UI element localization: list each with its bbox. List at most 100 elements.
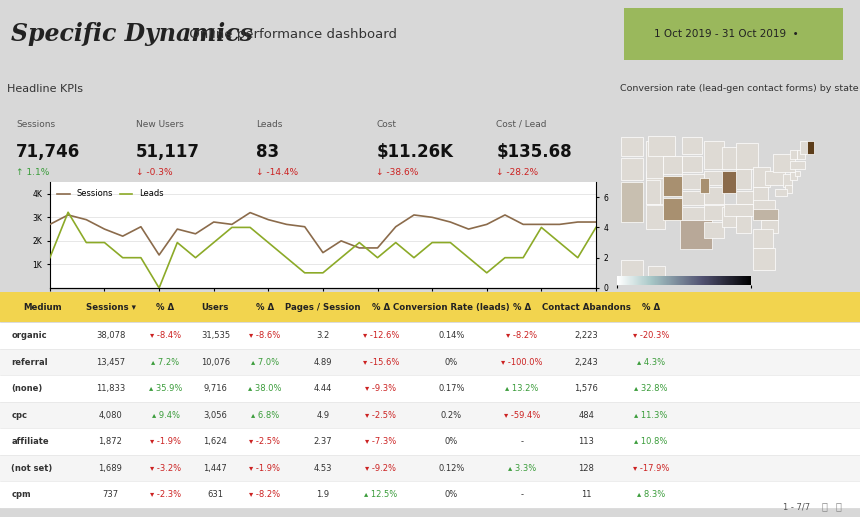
Text: ▾ -8.6%: ▾ -8.6% xyxy=(249,331,280,340)
Text: 10,076: 10,076 xyxy=(201,358,230,367)
Text: Online performance dashboard: Online performance dashboard xyxy=(185,27,397,41)
FancyBboxPatch shape xyxy=(753,248,775,270)
Text: 0%: 0% xyxy=(445,358,458,367)
FancyBboxPatch shape xyxy=(704,187,724,204)
Bar xyxy=(0,375,860,402)
Text: 38,078: 38,078 xyxy=(95,331,126,340)
Text: ▴ 13.2%: ▴ 13.2% xyxy=(506,384,538,393)
Text: ▾ -2.5%: ▾ -2.5% xyxy=(249,437,280,446)
Text: ▴ 4.3%: ▴ 4.3% xyxy=(637,358,665,367)
FancyBboxPatch shape xyxy=(646,171,663,204)
FancyBboxPatch shape xyxy=(622,138,643,156)
Text: ↑ 1.1%: ↑ 1.1% xyxy=(16,168,49,177)
Text: 1,624: 1,624 xyxy=(204,437,227,446)
Text: 0.2%: 0.2% xyxy=(441,410,462,420)
FancyBboxPatch shape xyxy=(736,217,751,233)
Legend: Sessions, Leads: Sessions, Leads xyxy=(54,186,167,202)
Text: 1,872: 1,872 xyxy=(99,437,122,446)
Bar xyxy=(0,455,860,481)
Text: ↓ -14.4%: ↓ -14.4% xyxy=(256,168,298,177)
Text: ▾ -8.2%: ▾ -8.2% xyxy=(507,331,538,340)
FancyBboxPatch shape xyxy=(646,141,663,178)
FancyBboxPatch shape xyxy=(753,167,771,187)
Text: ▴ 7.2%: ▴ 7.2% xyxy=(151,358,180,367)
FancyBboxPatch shape xyxy=(704,141,724,169)
FancyBboxPatch shape xyxy=(789,161,805,169)
FancyBboxPatch shape xyxy=(775,189,788,196)
Text: 2.37: 2.37 xyxy=(314,437,332,446)
FancyBboxPatch shape xyxy=(773,154,795,172)
FancyBboxPatch shape xyxy=(683,156,702,172)
Text: ▾ -15.6%: ▾ -15.6% xyxy=(363,358,399,367)
Text: 1 Oct 2019 - 31 Oct 2019  •: 1 Oct 2019 - 31 Oct 2019 • xyxy=(654,29,799,39)
Text: ▴ 10.8%: ▴ 10.8% xyxy=(635,437,667,446)
Text: 4.44: 4.44 xyxy=(314,384,332,393)
FancyBboxPatch shape xyxy=(648,266,666,277)
Text: 1,576: 1,576 xyxy=(574,384,599,393)
Text: $11.26K: $11.26K xyxy=(376,143,453,161)
Text: % Δ: % Δ xyxy=(372,303,390,312)
FancyBboxPatch shape xyxy=(704,222,724,238)
FancyBboxPatch shape xyxy=(785,185,792,192)
Text: 4.9: 4.9 xyxy=(316,410,329,420)
Text: 128: 128 xyxy=(579,464,594,473)
Text: 11,833: 11,833 xyxy=(95,384,126,393)
Text: 〉: 〉 xyxy=(835,501,841,511)
Text: ↓ -0.3%: ↓ -0.3% xyxy=(136,168,173,177)
FancyBboxPatch shape xyxy=(680,220,712,249)
Text: $135.68: $135.68 xyxy=(496,143,572,161)
Text: Conversion Rate (leads): Conversion Rate (leads) xyxy=(393,303,510,312)
FancyBboxPatch shape xyxy=(753,229,773,248)
Text: ▾ -2.3%: ▾ -2.3% xyxy=(150,490,181,499)
Text: 631: 631 xyxy=(207,490,224,499)
Text: ▾ -100.0%: ▾ -100.0% xyxy=(501,358,543,367)
Text: cpc: cpc xyxy=(11,410,28,420)
Text: Specific Dynamics: Specific Dynamics xyxy=(11,22,253,46)
Text: ▾ -9.3%: ▾ -9.3% xyxy=(366,384,396,393)
Text: Cost / Lead: Cost / Lead xyxy=(496,120,547,129)
FancyBboxPatch shape xyxy=(663,176,683,196)
FancyBboxPatch shape xyxy=(760,220,777,233)
FancyBboxPatch shape xyxy=(765,171,785,185)
FancyBboxPatch shape xyxy=(663,198,683,220)
Text: 〈: 〈 xyxy=(821,501,827,511)
Bar xyxy=(0,481,860,508)
Text: ▴ 7.0%: ▴ 7.0% xyxy=(251,358,279,367)
Text: Contact Abandons: Contact Abandons xyxy=(542,303,631,312)
Text: 0.17%: 0.17% xyxy=(439,384,464,393)
Bar xyxy=(0,402,860,429)
FancyBboxPatch shape xyxy=(683,138,702,154)
Text: ▾ -1.9%: ▾ -1.9% xyxy=(249,464,280,473)
FancyBboxPatch shape xyxy=(704,205,724,220)
FancyBboxPatch shape xyxy=(736,143,759,169)
Text: ↓ -28.2%: ↓ -28.2% xyxy=(496,168,538,177)
FancyBboxPatch shape xyxy=(753,209,777,220)
Text: 0.12%: 0.12% xyxy=(439,464,464,473)
Text: 2,243: 2,243 xyxy=(574,358,599,367)
FancyBboxPatch shape xyxy=(663,156,683,174)
Text: ▾ -9.2%: ▾ -9.2% xyxy=(366,464,396,473)
Text: (not set): (not set) xyxy=(11,464,52,473)
Text: Medium: Medium xyxy=(23,303,62,312)
Text: 4.89: 4.89 xyxy=(314,358,332,367)
Text: 484: 484 xyxy=(579,410,594,420)
Text: New Users: New Users xyxy=(136,120,184,129)
Text: 31,535: 31,535 xyxy=(201,331,230,340)
FancyBboxPatch shape xyxy=(663,198,683,220)
Text: Pages / Session: Pages / Session xyxy=(286,303,360,312)
Text: Leads: Leads xyxy=(256,120,283,129)
Text: ▾ -12.6%: ▾ -12.6% xyxy=(363,331,399,340)
Text: affiliate: affiliate xyxy=(11,437,49,446)
Text: 11: 11 xyxy=(581,490,592,499)
Text: 9,716: 9,716 xyxy=(204,384,227,393)
FancyBboxPatch shape xyxy=(795,171,800,176)
Text: 3,056: 3,056 xyxy=(204,410,227,420)
FancyBboxPatch shape xyxy=(624,8,843,60)
Text: % Δ: % Δ xyxy=(157,303,175,312)
Text: 1 - 7/7: 1 - 7/7 xyxy=(783,503,810,511)
Text: % Δ: % Δ xyxy=(513,303,531,312)
Text: ▾ -20.3%: ▾ -20.3% xyxy=(633,331,669,340)
FancyBboxPatch shape xyxy=(800,141,809,154)
Text: Conversion rate (lead-gen contact forms) by state: Conversion rate (lead-gen contact forms)… xyxy=(620,84,858,94)
FancyBboxPatch shape xyxy=(622,261,643,277)
